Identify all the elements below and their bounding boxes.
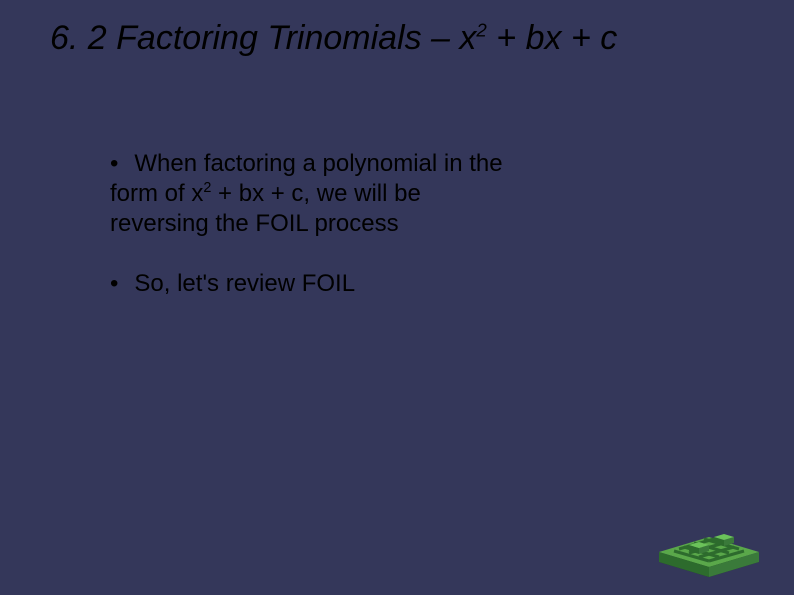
- title-prefix: 6. 2 Factoring Trinomials –: [50, 19, 459, 57]
- title-sup1: 2: [476, 20, 486, 41]
- slide: 6. 2 Factoring Trinomials – x2 + bx + c …: [0, 0, 794, 595]
- bullet-dot-icon: •: [110, 269, 134, 299]
- title-var2: x: [545, 19, 562, 57]
- bullet-line1: When factoring a polynomial in the: [134, 150, 502, 177]
- title-mid: + b: [487, 19, 545, 57]
- slide-body: • When factoring a polynomial in the for…: [0, 59, 794, 299]
- bullet-line3: reversing the FOIL process: [110, 210, 399, 237]
- bullet-dot-icon: •: [110, 149, 134, 179]
- bullet-text: So, let's review FOIL: [134, 269, 355, 299]
- bullet-text-cont: form of x2 + bx + c, we will be reversin…: [110, 179, 590, 239]
- bullet-text: When factoring a polynomial in the: [134, 149, 502, 179]
- bullet-line2-pre: form of x: [110, 180, 203, 207]
- bullet-line2-post: + bx + c, we will be: [211, 180, 420, 207]
- bullet-item: • When factoring a polynomial in the for…: [110, 149, 590, 239]
- title-var1: x: [459, 19, 476, 57]
- bullet-item: • So, let's review FOIL: [110, 269, 590, 299]
- slide-title: 6. 2 Factoring Trinomials – x2 + bx + c: [0, 0, 794, 59]
- maze-icon: [654, 507, 764, 577]
- bullet-line1: So, let's review FOIL: [134, 270, 355, 297]
- title-suffix: + c: [562, 19, 618, 57]
